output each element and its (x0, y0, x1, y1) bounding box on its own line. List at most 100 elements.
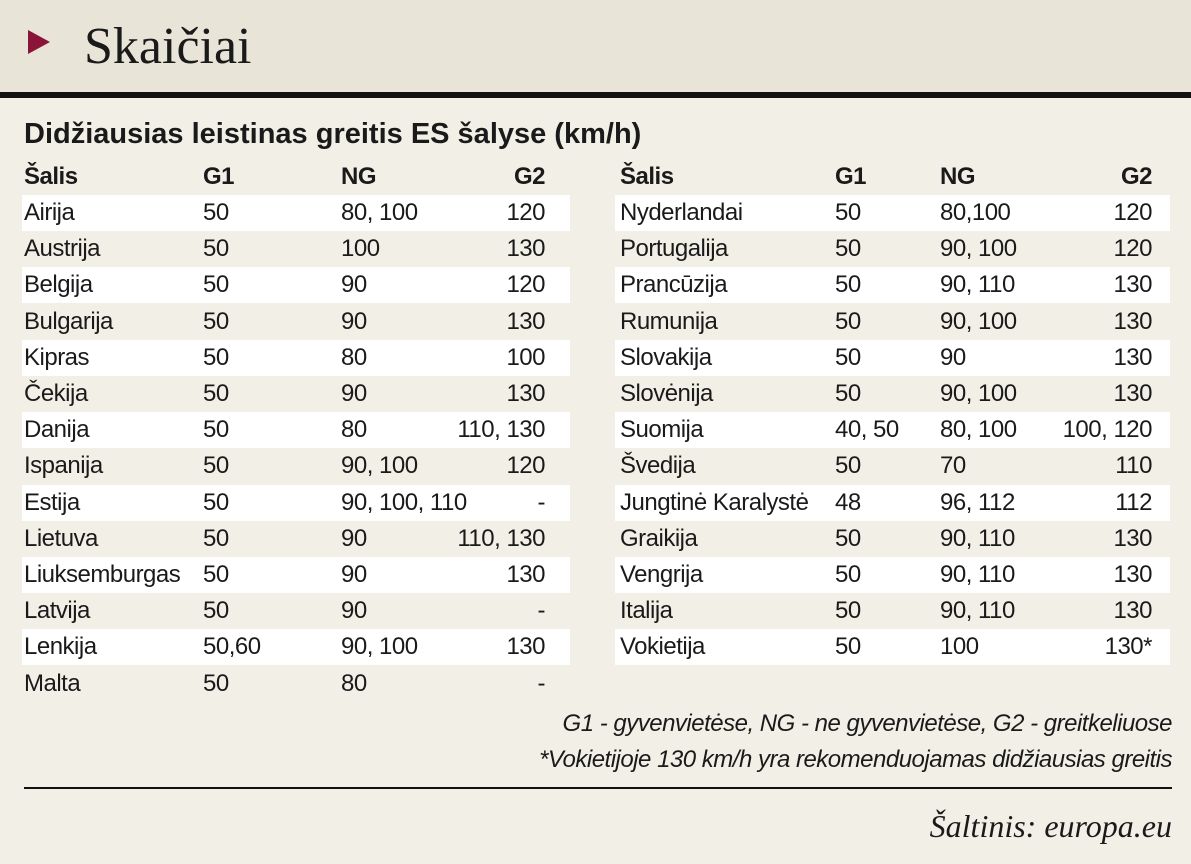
cell: Prancūzija (620, 271, 728, 299)
cell: 90, 110 (940, 561, 1015, 588)
cell: Belgija (24, 271, 93, 299)
cell: 90, 100 (940, 235, 1017, 263)
cell: Liuksemburgas (24, 561, 181, 588)
cell: Graikija (620, 524, 698, 552)
row-stripe (22, 557, 570, 593)
cell: 130 (1113, 343, 1152, 371)
cell: 50 (835, 343, 861, 371)
cell: 90 (940, 343, 966, 371)
cell: 50 (203, 669, 229, 697)
cell: 50 (835, 633, 861, 661)
cell: Nyderlandai (620, 199, 743, 226)
cell: 100 (506, 343, 545, 371)
cell: Jungtinė Karalystė (620, 488, 809, 516)
note: G1 - gyvenvietėse, NG - ne gyvenvietėse,… (562, 710, 1173, 737)
header-rule (0, 92, 1191, 98)
column-header: G2 (1120, 163, 1153, 190)
cell: 90, 100 (940, 380, 1017, 407)
title: Skaičiai (84, 18, 252, 75)
column-header: G1 (835, 163, 867, 190)
cell: Austrija (24, 235, 101, 263)
row-stripe (615, 412, 1170, 449)
cell: Slovakija (620, 343, 712, 371)
cell: 90, 100, 110 (341, 488, 467, 516)
column-header: NG (940, 163, 976, 190)
cell: 90 (341, 561, 367, 588)
column-header: NG (341, 163, 377, 190)
cell: Bulgarija (24, 307, 113, 335)
cell: 130 (506, 235, 545, 263)
column-header: G2 (513, 163, 546, 190)
cell: 90 (341, 380, 367, 407)
cell: 50 (203, 561, 229, 588)
row-stripe (22, 484, 570, 521)
row-stripe (615, 484, 1170, 521)
cell: 50 (203, 343, 229, 371)
cell: 96, 112 (940, 488, 1015, 516)
row-stripe (615, 629, 1170, 666)
row-stripe (615, 339, 1170, 376)
cell: 50 (203, 416, 229, 444)
cell: 120 (1113, 235, 1152, 263)
cell: 80 (341, 416, 367, 444)
cell: Lietuva (24, 524, 98, 552)
cell: Švedija (620, 452, 696, 480)
rule (24, 787, 1172, 789)
cell: 50 (203, 235, 229, 263)
cell: 130 (506, 307, 545, 335)
cell: 110, 130 (457, 524, 545, 552)
cell: 50 (203, 307, 229, 335)
cell: 90, 110 (940, 271, 1015, 299)
cell: 50 (203, 199, 229, 226)
subtitle: Didžiausias leistinas greitis ES šalyse … (24, 118, 642, 150)
cell: 50 (203, 597, 229, 625)
cell: 130* (1104, 633, 1153, 661)
cell: 50 (835, 452, 861, 480)
cell: 50 (203, 271, 229, 299)
cell: 50 (835, 524, 861, 552)
cell: 130 (1113, 307, 1152, 335)
cell: 110, 130 (457, 416, 545, 444)
row-stripe (615, 557, 1170, 593)
column-header: Šalis (620, 163, 674, 190)
cell: 130 (1113, 524, 1152, 552)
cell: 130 (506, 633, 545, 661)
cell: 50,60 (203, 633, 261, 661)
cell: Vengrija (620, 561, 703, 588)
cell: 50 (835, 235, 861, 263)
cell: Portugalija (620, 235, 728, 263)
cell: 80, 100 (940, 416, 1017, 444)
cell: Rumunija (620, 307, 718, 335)
row-stripe (22, 412, 570, 449)
cell: Latvija (24, 597, 90, 625)
cell: 50 (835, 199, 861, 226)
header-band (0, 0, 1191, 92)
cell: 50 (835, 271, 861, 299)
cell: 90, 110 (940, 597, 1015, 625)
cell: 90, 100 (940, 307, 1017, 335)
cell: 90, 100 (341, 452, 418, 480)
cell: Danija (24, 416, 90, 444)
cell: 130 (1113, 380, 1152, 407)
row-stripe (22, 339, 570, 376)
cell: Slovėnija (620, 380, 713, 407)
cell: Čekija (24, 380, 88, 407)
cell: 50 (203, 524, 229, 552)
cell: 130 (506, 561, 545, 588)
cell: Kipras (24, 343, 90, 371)
cell: 48 (835, 488, 861, 516)
cell: Suomija (620, 416, 704, 444)
cell: Airija (24, 199, 75, 226)
cell: 80,100 (940, 199, 1011, 226)
cell: 100 (341, 235, 380, 263)
cell: 120 (506, 452, 545, 480)
cell: 130 (1113, 271, 1152, 299)
source: Šaltinis: europa.eu (929, 808, 1172, 844)
cell: 50 (203, 452, 229, 480)
cell: - (537, 597, 546, 625)
cell: 50 (835, 380, 861, 407)
cell: 90, 100 (341, 633, 418, 661)
cell: 50 (835, 597, 861, 625)
cell: 90 (341, 271, 367, 299)
